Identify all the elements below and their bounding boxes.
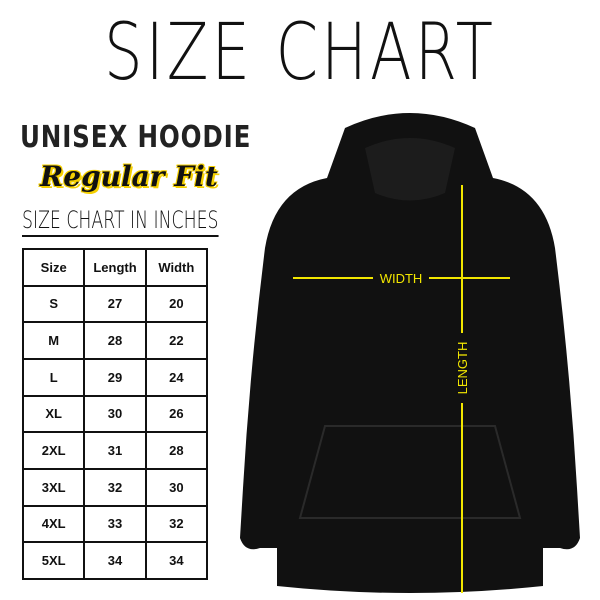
table-row: L 29 24 <box>21 357 209 397</box>
hoodie-pocket <box>298 425 522 519</box>
table-row: XL 30 26 <box>21 394 209 434</box>
units-heading: SIZE CHART IN INCHES <box>22 206 219 237</box>
size-cell: M <box>21 321 86 360</box>
table-row: 4XL 33 32 <box>21 504 209 544</box>
hoodie-body <box>240 113 580 593</box>
width-cell: 22 <box>144 321 209 360</box>
width-cell: 24 <box>144 357 209 397</box>
width-cell: 26 <box>144 394 209 434</box>
width-label: WIDTH <box>380 271 423 286</box>
size-cell: L <box>21 357 86 397</box>
length-cell: 32 <box>83 467 147 507</box>
table-row: S 27 20 <box>21 284 209 324</box>
length-cell: 34 <box>83 541 147 580</box>
width-cell: 30 <box>144 467 209 507</box>
length-cell: 31 <box>83 431 147 470</box>
length-cell: 27 <box>83 284 147 324</box>
size-table: Size Length Width S 27 20 M 28 22 L 29 24 XL 30… <box>21 248 209 580</box>
header-cell: Width <box>144 248 209 287</box>
table-row: M 28 22 <box>21 321 209 360</box>
width-cell: 20 <box>144 284 209 324</box>
length-cell: 29 <box>83 357 147 397</box>
table-row: 2XL 31 28 <box>21 431 209 470</box>
header-cell: Length <box>83 248 147 287</box>
width-cell: 32 <box>144 504 209 544</box>
length-label: LENGTH <box>455 342 470 395</box>
width-cell: 34 <box>144 541 209 580</box>
page-title: SIZE CHART <box>103 8 497 98</box>
size-cell: XL <box>21 394 86 434</box>
table-row: 5XL 34 34 <box>21 541 209 580</box>
product-name: UNISEX HOODIE <box>20 120 252 155</box>
table-row: 3XL 32 30 <box>21 467 209 507</box>
table-header-row: Size Length Width <box>21 248 209 287</box>
fit-label: Regular Fit <box>40 160 218 193</box>
hoodie-hood-opening <box>365 138 455 201</box>
size-cell: 3XL <box>21 467 86 507</box>
size-cell: 2XL <box>21 431 86 470</box>
length-cell: 30 <box>83 394 147 434</box>
length-cell: 28 <box>83 321 147 360</box>
width-cell: 28 <box>144 431 209 470</box>
hoodie-diagram: WIDTH LENGTH <box>240 113 580 593</box>
size-cell: 4XL <box>21 504 86 544</box>
size-cell: S <box>21 284 86 324</box>
length-cell: 33 <box>83 504 147 544</box>
header-cell: Size <box>21 248 86 287</box>
size-cell: 5XL <box>21 541 86 580</box>
